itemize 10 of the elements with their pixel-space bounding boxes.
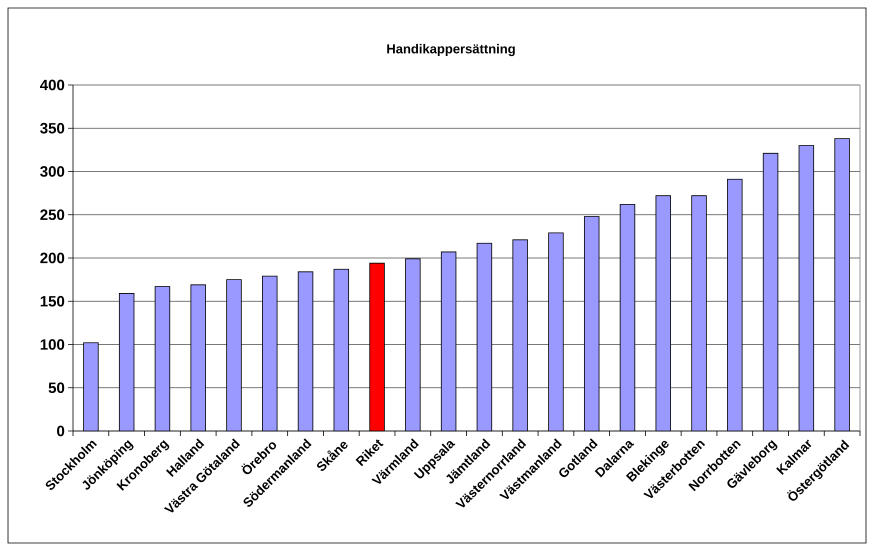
y-tick-label: 400: [40, 80, 64, 90]
y-tick-label: 150: [40, 296, 64, 307]
chart-title: Handikappersättning: [387, 44, 515, 56]
y-tick-label: 300: [40, 166, 64, 177]
y-tick-label: 250: [40, 209, 64, 220]
y-tick-label: 200: [40, 252, 64, 264]
y-tick-label: 350: [40, 122, 64, 134]
y-tick-label: 100: [40, 339, 64, 350]
y-tick-label: 50: [48, 382, 64, 394]
y-tick-label: 0: [57, 426, 64, 436]
